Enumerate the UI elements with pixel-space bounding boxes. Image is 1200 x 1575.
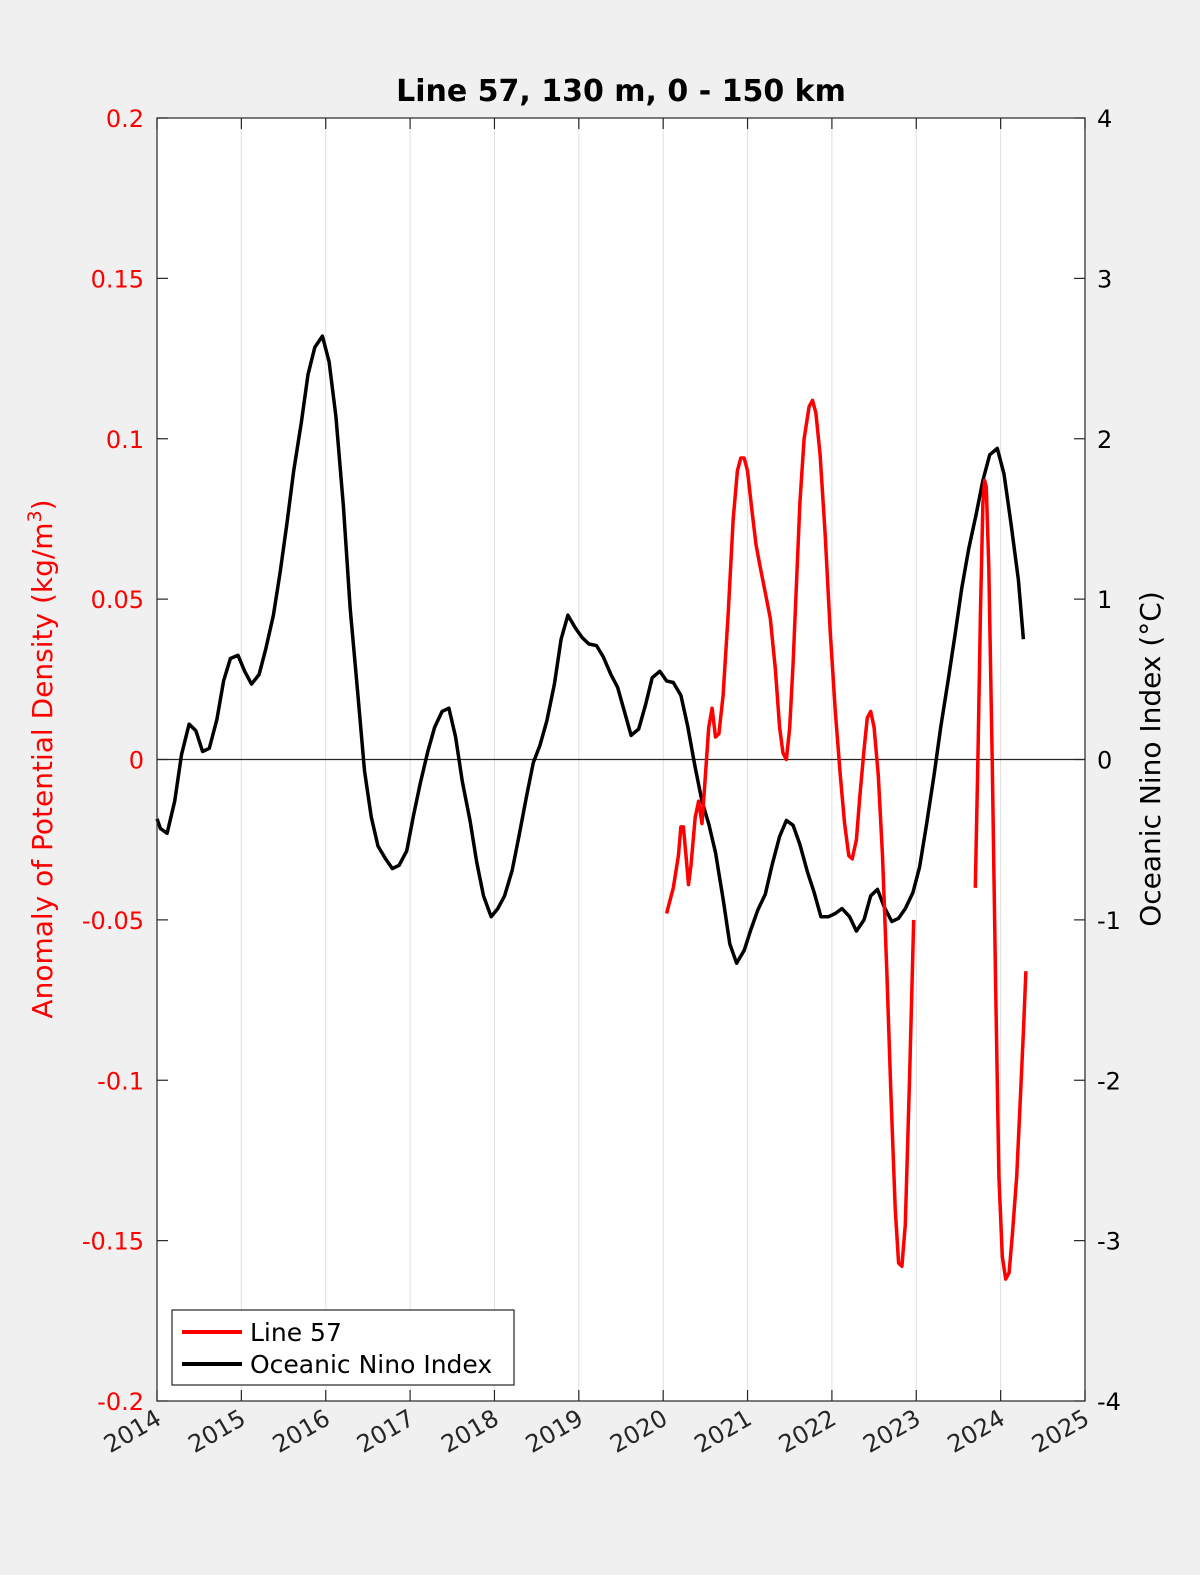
x-tick-label: 2015 [183, 1404, 250, 1459]
y-left-tick-label: 0.2 [106, 105, 144, 133]
y-axis-label-left-sup: 3 [24, 510, 46, 522]
x-tick-label: 2022 [774, 1404, 841, 1459]
y-axis-label-left: Anomaly of Potential Density (kg/m3) [24, 499, 59, 1018]
series-line-57-line [664, 398, 916, 1269]
series-layer [155, 334, 1028, 1281]
y-left-tick-label: 0.15 [91, 265, 144, 293]
y-axis-label-right: Oceanic Nino Index (°C) [1134, 591, 1167, 927]
y-right-tick-label: -4 [1097, 1388, 1121, 1416]
x-tick-label: 2021 [690, 1404, 757, 1459]
x-tick-label: 2025 [1027, 1404, 1094, 1459]
legend-label-line-57: Line 57 [250, 1318, 342, 1347]
y-left-tick-label: -0.2 [97, 1388, 144, 1416]
x-tick-label: 2020 [605, 1404, 672, 1459]
x-tick-label: 2024 [943, 1404, 1010, 1459]
y-right-tick-label: 2 [1097, 426, 1112, 454]
y-left-tick-label: -0.1 [97, 1067, 144, 1095]
y-right-tick-label: 1 [1097, 586, 1112, 614]
y-right-tick-label: -3 [1097, 1228, 1121, 1256]
y-left-tick-label: -0.05 [82, 907, 144, 935]
y-left-tick-label: 0.05 [91, 586, 144, 614]
series-line-57-line [973, 478, 1028, 1281]
y-left-tick-label: 0.1 [106, 426, 144, 454]
series-oceanic-nino-index-line [155, 334, 1026, 965]
x-tick-label: 2018 [437, 1404, 504, 1459]
chart-title: Line 57, 130 m, 0 - 150 km [396, 74, 846, 109]
legend-label-oni: Oceanic Nino Index [250, 1350, 492, 1379]
y-axis-label-left-main: Anomaly of Potential Density (kg/m [26, 522, 59, 1018]
y-right-tick-label: 0 [1097, 747, 1112, 775]
x-tick-label: 2017 [352, 1404, 419, 1459]
y-left-tick-label: 0 [129, 747, 144, 775]
x-tick-label: 2016 [268, 1404, 335, 1459]
legend-box [171, 1309, 515, 1386]
y-axis-label-left-close: ) [26, 499, 59, 510]
y-right-tick-label: 4 [1097, 105, 1112, 133]
x-tick-label: 2023 [858, 1404, 925, 1459]
y-left-tick-label: -0.15 [82, 1228, 144, 1256]
x-tick-label: 2019 [521, 1404, 588, 1459]
y-right-tick-label: 3 [1097, 265, 1112, 293]
legend: Line 57 Oceanic Nino Index [171, 1309, 515, 1386]
y-right-tick-label: -1 [1097, 907, 1121, 935]
y-right-tick-label: -2 [1097, 1067, 1121, 1095]
